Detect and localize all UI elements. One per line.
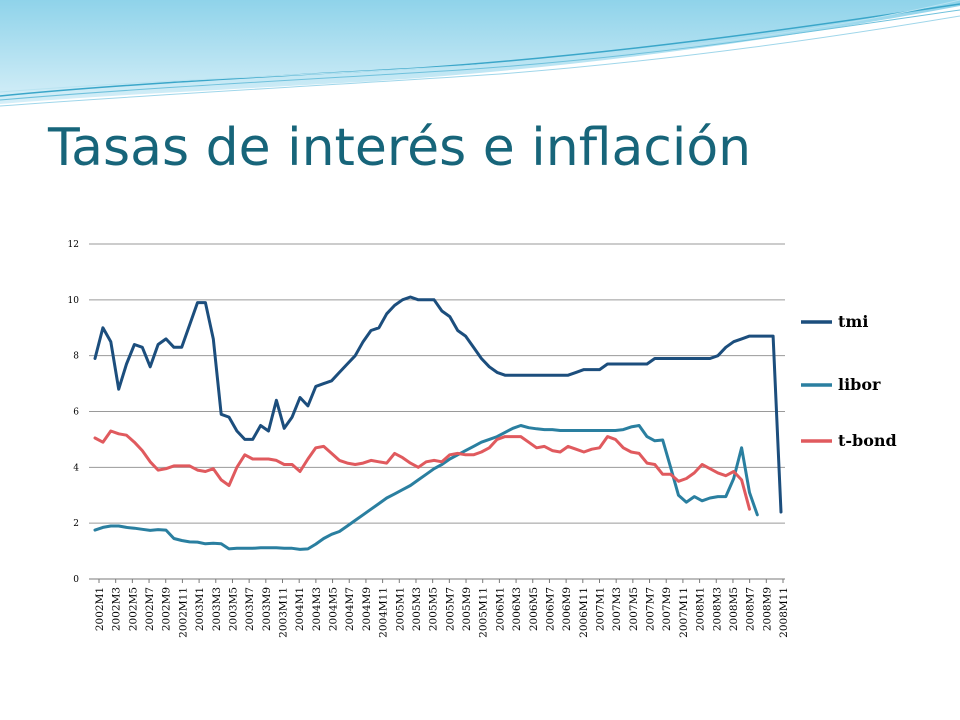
x-tick-label: 2003M11 bbox=[278, 587, 290, 638]
series-line-t-bond bbox=[93, 429, 751, 511]
x-tick-label: 2005M5 bbox=[428, 587, 440, 631]
x-tick-label: 2006M9 bbox=[561, 587, 573, 631]
x-tick-label: 2003M1 bbox=[194, 587, 206, 631]
x-tick-label: 2008M11 bbox=[778, 587, 790, 638]
x-tick-label: 2005M3 bbox=[411, 587, 423, 631]
y-tick-label: 8 bbox=[73, 352, 79, 362]
x-tick-label: 2004M9 bbox=[361, 587, 373, 631]
x-tick-label: 2005M11 bbox=[478, 587, 490, 638]
x-tick-label: 2007M11 bbox=[678, 587, 690, 638]
legend-label-t-bond: t-bond bbox=[838, 431, 897, 450]
legend: tmi libor t-bond bbox=[801, 312, 897, 450]
slide-title: Tasas de interés e inflación bbox=[48, 118, 752, 178]
x-tick-label: 2002M5 bbox=[127, 587, 139, 631]
x-tick-label: 2005M7 bbox=[444, 587, 456, 631]
x-tick-label: 2002M1 bbox=[94, 587, 106, 631]
x-tick-label: 2007M1 bbox=[594, 587, 606, 631]
x-tick-label: 2005M1 bbox=[394, 587, 406, 631]
x-tick-label: 2006M11 bbox=[578, 587, 590, 638]
y-axis-tick-labels: 0 2 4 6 8 10 12 bbox=[68, 240, 80, 585]
x-tick-label: 2008M7 bbox=[745, 587, 757, 631]
header-swoosh-decoration bbox=[0, 0, 960, 107]
series-layer bbox=[93, 295, 783, 551]
swoosh-line-4 bbox=[0, 0, 960, 93]
y-tick-label: 4 bbox=[73, 463, 79, 473]
x-tick-label: 2006M1 bbox=[494, 587, 506, 631]
x-tick-label: 2006M5 bbox=[528, 587, 540, 631]
x-tick-label: 2004M11 bbox=[378, 587, 390, 638]
x-tick-label: 2008M5 bbox=[728, 587, 740, 631]
x-tick-label: 2002M11 bbox=[177, 587, 189, 638]
x-tick-label: 2007M7 bbox=[645, 587, 657, 631]
x-tick-label: 2008M1 bbox=[695, 587, 707, 631]
x-tick-label: 2002M7 bbox=[144, 587, 156, 631]
y-tick-label: 10 bbox=[68, 296, 80, 306]
x-tick-label: 2007M3 bbox=[611, 587, 623, 631]
swoosh-line-2 bbox=[0, 9, 960, 101]
x-tick-label: 2002M3 bbox=[111, 587, 123, 631]
y-tick-label: 12 bbox=[68, 240, 79, 250]
x-tick-label: 2003M5 bbox=[227, 587, 239, 631]
y-tick-label: 2 bbox=[73, 519, 79, 529]
x-tick-label: 2003M3 bbox=[211, 587, 223, 631]
y-tick-label: 0 bbox=[73, 575, 79, 585]
y-tick-label: 6 bbox=[73, 408, 79, 418]
x-tick-label: 2004M7 bbox=[344, 587, 356, 631]
x-tick-label: 2004M1 bbox=[294, 587, 306, 631]
x-tick-label: 2005M9 bbox=[461, 587, 473, 631]
x-tick-label: 2008M9 bbox=[761, 587, 773, 631]
series-line-tmi bbox=[93, 295, 783, 514]
series-line-libor bbox=[93, 424, 759, 551]
x-tick-label: 2006M7 bbox=[544, 587, 556, 631]
legend-label-libor: libor bbox=[838, 375, 881, 394]
legend-label-tmi: tmi bbox=[838, 312, 868, 331]
grid-layer bbox=[89, 243, 785, 583]
swoosh-line-1 bbox=[0, 3, 960, 97]
swoosh-line-3 bbox=[0, 15, 960, 107]
x-tick-label: 2007M9 bbox=[661, 587, 673, 631]
x-tick-label: 2002M9 bbox=[161, 587, 173, 631]
x-tick-label: 2003M7 bbox=[244, 587, 256, 631]
x-axis-tick-labels: 2002M1 2002M3 2002M5 2002M7 2002M9 2002M11 200… bbox=[94, 587, 790, 638]
x-tick-label: 2006M3 bbox=[511, 587, 523, 631]
x-tick-label: 2003M9 bbox=[261, 587, 273, 631]
x-tick-label: 2004M3 bbox=[311, 587, 323, 631]
x-tick-label: 2007M5 bbox=[628, 587, 640, 631]
x-tick-label: 2008M3 bbox=[711, 587, 723, 631]
x-tick-label: 2004M5 bbox=[328, 587, 340, 631]
